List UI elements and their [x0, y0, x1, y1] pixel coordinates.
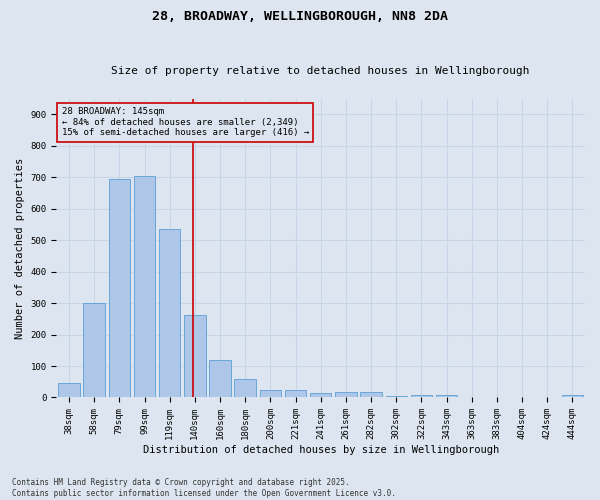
Bar: [310, 393, 331, 398]
Bar: [134, 176, 155, 398]
Bar: [335, 392, 356, 398]
Bar: [461, 396, 482, 398]
Bar: [109, 179, 130, 398]
Bar: [260, 390, 281, 398]
Bar: [386, 396, 407, 398]
Text: 28, BROADWAY, WELLINGBOROUGH, NN8 2DA: 28, BROADWAY, WELLINGBOROUGH, NN8 2DA: [152, 10, 448, 23]
Text: Contains HM Land Registry data © Crown copyright and database right 2025.
Contai: Contains HM Land Registry data © Crown c…: [12, 478, 396, 498]
Bar: [184, 314, 206, 398]
Bar: [209, 360, 231, 398]
Y-axis label: Number of detached properties: Number of detached properties: [15, 158, 25, 338]
Bar: [410, 395, 432, 398]
Bar: [235, 378, 256, 398]
X-axis label: Distribution of detached houses by size in Wellingborough: Distribution of detached houses by size …: [143, 445, 499, 455]
Bar: [285, 390, 306, 398]
Bar: [562, 396, 583, 398]
Text: 28 BROADWAY: 145sqm
← 84% of detached houses are smaller (2,349)
15% of semi-det: 28 BROADWAY: 145sqm ← 84% of detached ho…: [62, 108, 309, 138]
Bar: [486, 397, 508, 398]
Bar: [361, 392, 382, 398]
Bar: [83, 303, 105, 398]
Bar: [436, 395, 457, 398]
Bar: [159, 229, 181, 398]
Title: Size of property relative to detached houses in Wellingborough: Size of property relative to detached ho…: [112, 66, 530, 76]
Bar: [58, 384, 80, 398]
